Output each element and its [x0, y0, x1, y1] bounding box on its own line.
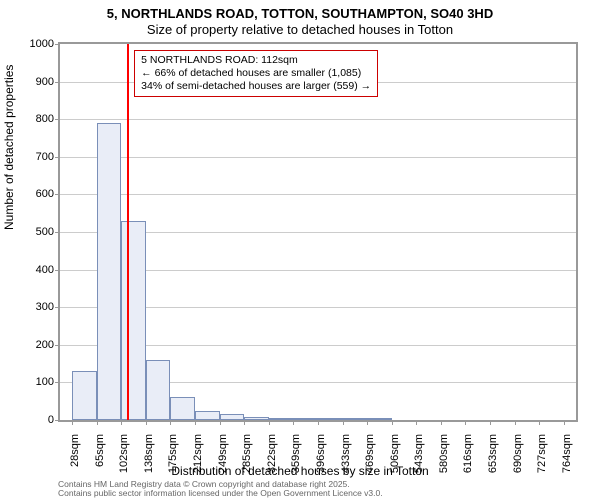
xtick-mark [97, 420, 98, 425]
xtick-mark [490, 420, 491, 425]
ytick-label: 700 [14, 151, 54, 163]
histogram-bar [293, 418, 318, 420]
xtick-label: 359sqm [290, 434, 302, 484]
plot-area: 5 NORTHLANDS ROAD: 112sqm← 66% of detach… [58, 42, 578, 422]
xtick-mark [441, 420, 442, 425]
annotation-line: 5 NORTHLANDS ROAD: 112sqm [141, 54, 371, 67]
histogram-bar [318, 418, 343, 420]
histogram-bar [170, 397, 195, 420]
xtick-mark [367, 420, 368, 425]
xtick-mark [121, 420, 122, 425]
ytick-label: 1000 [14, 38, 54, 50]
chart-title-main: 5, NORTHLANDS ROAD, TOTTON, SOUTHAMPTON,… [0, 0, 600, 21]
ytick-label: 300 [14, 301, 54, 313]
ytick-mark [55, 119, 60, 120]
xtick-label: 396sqm [315, 434, 327, 484]
xtick-label: 506sqm [389, 434, 401, 484]
xtick-mark [220, 420, 221, 425]
xtick-label: 138sqm [143, 434, 155, 484]
ytick-label: 600 [14, 188, 54, 200]
xtick-mark [564, 420, 565, 425]
xtick-label: 469sqm [364, 434, 376, 484]
ytick-mark [55, 232, 60, 233]
xtick-mark [318, 420, 319, 425]
histogram-bar [97, 123, 122, 420]
ytick-label: 200 [14, 339, 54, 351]
xtick-mark [515, 420, 516, 425]
xtick-mark [293, 420, 294, 425]
xtick-label: 102sqm [118, 434, 130, 484]
gridline [60, 119, 576, 120]
xtick-mark [72, 420, 73, 425]
xtick-label: 616sqm [462, 434, 474, 484]
ytick-label: 500 [14, 226, 54, 238]
histogram-bar [146, 360, 171, 420]
gridline [60, 194, 576, 195]
xtick-label: 249sqm [217, 434, 229, 484]
marker-line [127, 44, 129, 420]
xtick-label: 212sqm [192, 434, 204, 484]
xtick-mark [244, 420, 245, 425]
annotation-box: 5 NORTHLANDS ROAD: 112sqm← 66% of detach… [134, 50, 378, 97]
histogram-bar [367, 418, 392, 420]
ytick-mark [55, 82, 60, 83]
ytick-label: 400 [14, 264, 54, 276]
xtick-mark [465, 420, 466, 425]
xtick-label: 65sqm [94, 434, 106, 484]
xtick-label: 433sqm [340, 434, 352, 484]
xtick-mark [539, 420, 540, 425]
xtick-label: 285sqm [241, 434, 253, 484]
ytick-label: 900 [14, 76, 54, 88]
xtick-label: 580sqm [438, 434, 450, 484]
xtick-mark [392, 420, 393, 425]
ytick-label: 0 [14, 414, 54, 426]
xtick-label: 653sqm [487, 434, 499, 484]
xtick-mark [170, 420, 171, 425]
chart-container: 5, NORTHLANDS ROAD, TOTTON, SOUTHAMPTON,… [0, 0, 600, 500]
ytick-mark [55, 44, 60, 45]
ytick-mark [55, 307, 60, 308]
annotation-line: 34% of semi-detached houses are larger (… [141, 80, 371, 93]
ytick-mark [55, 194, 60, 195]
xtick-mark [195, 420, 196, 425]
ytick-mark [55, 345, 60, 346]
ytick-mark [55, 382, 60, 383]
histogram-bar [343, 418, 367, 420]
histogram-bar [244, 417, 269, 420]
xtick-mark [269, 420, 270, 425]
ytick-mark [55, 420, 60, 421]
ytick-mark [55, 270, 60, 271]
xtick-mark [343, 420, 344, 425]
gridline [60, 157, 576, 158]
ytick-mark [55, 157, 60, 158]
xtick-label: 543sqm [413, 434, 425, 484]
xtick-label: 727sqm [536, 434, 548, 484]
xtick-label: 175sqm [167, 434, 179, 484]
chart-title-sub: Size of property relative to detached ho… [0, 21, 600, 37]
histogram-bar [195, 411, 220, 420]
xtick-label: 28sqm [69, 434, 81, 484]
footer-line-2: Contains public sector information licen… [58, 489, 383, 498]
histogram-bar [72, 371, 97, 420]
xtick-label: 764sqm [561, 434, 573, 484]
xtick-mark [416, 420, 417, 425]
ytick-label: 100 [14, 376, 54, 388]
histogram-bar [220, 414, 244, 420]
y-axis-label: Number of detached properties [2, 65, 16, 230]
histogram-bar [269, 418, 294, 420]
histogram-bar [121, 221, 145, 420]
annotation-line: ← 66% of detached houses are smaller (1,… [141, 67, 371, 80]
ytick-label: 800 [14, 113, 54, 125]
xtick-label: 322sqm [266, 434, 278, 484]
xtick-mark [146, 420, 147, 425]
xtick-label: 690sqm [512, 434, 524, 484]
